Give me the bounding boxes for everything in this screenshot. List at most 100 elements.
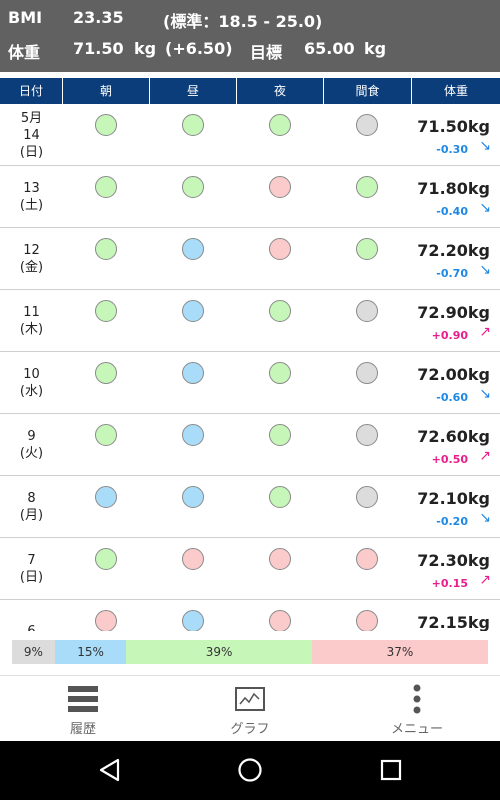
bmi-line: BMI 23.35 (標準：18.5 - 25.0) [0,8,500,38]
breakfast-status-dot[interactable] [95,486,117,508]
history-row[interactable]: 9 (火) 72.60kg +0.50 ↗ [0,414,500,476]
dinner-column-header: 夜 [237,78,324,104]
ratio-segment-green: 39% [126,640,312,664]
trend-down-icon: ↘ [479,200,491,216]
meal-ratio-bar: 9% 15% 39% 37% [12,640,488,664]
snack-status-dot[interactable] [356,114,378,136]
system-navigation-bar [0,741,500,800]
nav-history-label: 履歴 [69,722,96,737]
row-date-line: 11 [23,305,40,320]
dinner-status-dot[interactable] [269,300,291,322]
bmi-label: BMI [8,8,43,27]
row-weight: 72.90kg [417,303,490,322]
lunch-status-dot[interactable] [182,548,204,570]
history-list[interactable]: 5月 14 (日) 71.50kg -0.30 ↘ 13 (土) 71.80kg -0.40 ↘ 12… [0,104,500,631]
dinner-status-dot[interactable] [269,486,291,508]
back-icon[interactable] [98,758,122,782]
breakfast-status-dot[interactable] [95,548,117,570]
trend-down-icon: ↘ [479,138,491,154]
row-weight-change: -0.20 [436,515,468,528]
nav-menu-button[interactable]: メニュー [334,676,500,742]
lunch-status-dot[interactable] [182,362,204,384]
lunch-status-dot[interactable] [182,176,204,198]
row-date-line: (金) [19,260,44,275]
history-row[interactable]: 6 72.15kg [0,600,500,631]
chart-icon [235,687,265,711]
snack-status-dot[interactable] [356,424,378,446]
breakfast-status-dot[interactable] [95,362,117,384]
dinner-status-dot[interactable] [269,424,291,446]
trend-up-icon: ↗ [479,324,491,340]
dinner-status-dot[interactable] [269,176,291,198]
row-weight: 72.30kg [417,551,490,570]
breakfast-column-header: 朝 [63,78,150,104]
row-date-line: 5月 [20,110,43,126]
dinner-status-dot[interactable] [269,362,291,384]
history-row[interactable]: 11 (木) 72.90kg +0.90 ↗ [0,290,500,352]
weight-value: 71.50 [73,39,124,58]
target-label: 目標 [250,43,283,62]
trend-down-icon: ↘ [479,386,491,402]
history-row[interactable]: 12 (金) 72.20kg -0.70 ↘ [0,228,500,290]
weight-column-header: 体重 [412,78,500,104]
history-row[interactable]: 8 (月) 72.10kg -0.20 ↘ [0,476,500,538]
snack-status-dot[interactable] [356,300,378,322]
lunch-status-dot[interactable] [182,424,204,446]
dinner-status-dot[interactable] [269,610,291,631]
trend-up-icon: ↗ [479,448,491,464]
row-date-line: 9 [27,429,36,444]
row-date-line: (月) [19,508,44,523]
weight-label: 体重 [8,43,41,62]
target-unit: kg [364,39,387,58]
ratio-segment-blue: 15% [54,640,127,664]
lunch-status-dot[interactable] [182,300,204,322]
weight-line: 体重 71.50 kg (+6.50) 目標 65.00 kg [0,39,500,69]
row-date-line: (日) [19,144,44,160]
snack-status-dot[interactable] [356,362,378,384]
history-row[interactable]: 7 (日) 72.30kg +0.15 ↗ [0,538,500,600]
breakfast-status-dot[interactable] [95,610,117,631]
breakfast-status-dot[interactable] [95,176,117,198]
row-date: 12 (金) [0,242,63,276]
row-date-line: (土) [19,198,44,213]
row-weight: 71.80kg [417,179,490,198]
snack-status-dot[interactable] [356,548,378,570]
history-row[interactable]: 5月 14 (日) 71.50kg -0.30 ↘ [0,104,500,166]
row-date-line: 14 [23,127,40,143]
breakfast-status-dot[interactable] [95,424,117,446]
snack-status-dot[interactable] [356,610,378,631]
nav-menu-label: メニュー [390,722,443,737]
nav-graph-button[interactable]: グラフ [166,676,334,742]
bottom-navigation: 履歴 グラフ メニュー [0,675,500,742]
lunch-status-dot[interactable] [182,610,204,631]
row-date-line: 6 [27,623,36,632]
row-date: 10 (水) [0,366,63,400]
lunch-column-header: 昼 [150,78,237,104]
row-weight: 71.50kg [417,117,490,136]
row-weight-change: -0.40 [436,205,468,218]
dinner-status-dot[interactable] [269,114,291,136]
snack-status-dot[interactable] [356,238,378,260]
row-date: 13 (土) [0,180,63,214]
lunch-status-dot[interactable] [182,486,204,508]
breakfast-status-dot[interactable] [95,238,117,260]
snack-status-dot[interactable] [356,176,378,198]
home-icon[interactable] [237,757,263,783]
nav-history-button[interactable]: 履歴 [0,676,166,742]
lunch-status-dot[interactable] [182,114,204,136]
dinner-status-dot[interactable] [269,548,291,570]
lunch-status-dot[interactable] [182,238,204,260]
trend-down-icon: ↘ [479,262,491,278]
row-weight-change: +0.50 [431,453,468,466]
snack-status-dot[interactable] [356,486,378,508]
breakfast-status-dot[interactable] [95,114,117,136]
bmi-standard: (標準：18.5 - 25.0) [163,12,323,31]
row-weight-change: -0.60 [436,391,468,404]
breakfast-status-dot[interactable] [95,300,117,322]
recents-icon[interactable] [380,759,402,781]
row-date: 7 (日) [0,552,63,586]
dinner-status-dot[interactable] [269,238,291,260]
history-row[interactable]: 10 (水) 72.00kg -0.60 ↘ [0,352,500,414]
row-date: 9 (火) [0,428,63,462]
history-row[interactable]: 13 (土) 71.80kg -0.40 ↘ [0,166,500,228]
